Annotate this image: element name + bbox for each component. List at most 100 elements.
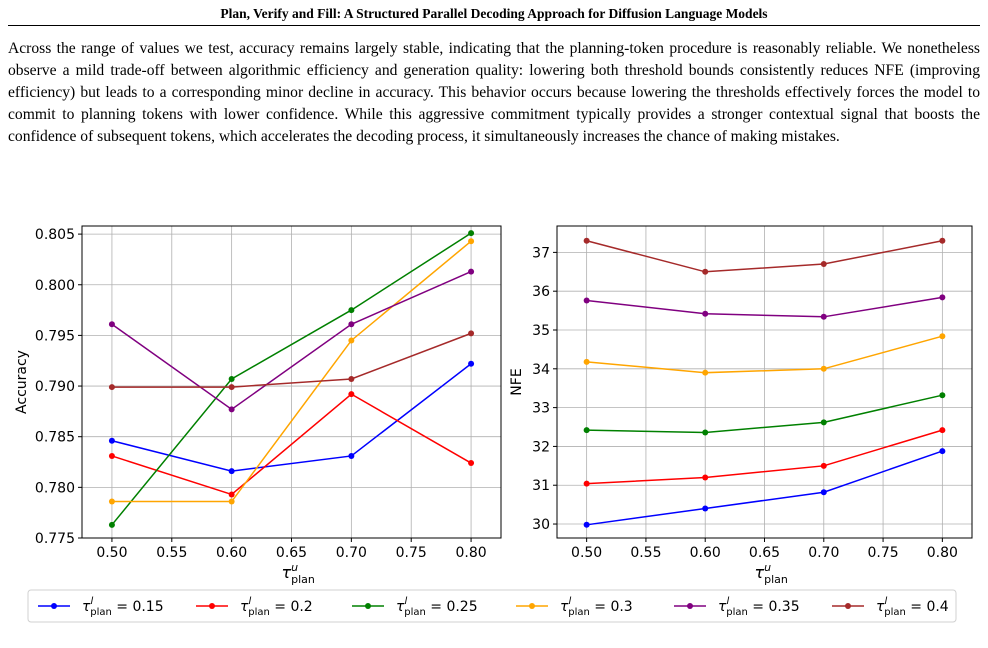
chart-1-series-4-point-2	[228, 498, 235, 505]
chart-1-series-6-point-3	[348, 375, 355, 382]
legend-entry-5-marker	[687, 603, 693, 609]
chart-1-ytick-label-5: 0.800	[35, 278, 75, 294]
chart-1-series-3-line	[111, 232, 472, 526]
legend-entry-4-value: = 0.3	[590, 599, 633, 615]
chart-1-series-1-point-2	[228, 468, 235, 475]
chart-2-series-4-point-4	[939, 333, 946, 340]
chart-2-series-5-line	[586, 296, 943, 318]
chart-1-series-4-line	[111, 240, 472, 503]
chart-1-ylabel: Accuracy	[14, 350, 30, 414]
legend-entry-1-symbol: τ	[82, 599, 91, 615]
legend-entry-4-sub: plan	[568, 607, 590, 618]
chart-1-series-6-point-2	[228, 384, 235, 391]
chart-2-xtick-label-3: 0.65	[749, 545, 780, 561]
chart-1: 0.50 0.55 0.60 0.65 0.70 0.75 0.80 0.775 0.780 0.…	[14, 225, 502, 586]
legend-entry-6-sub: plan	[884, 607, 906, 618]
body-paragraph: Across the range of values we test, accu…	[8, 40, 980, 145]
chart-1-series-3-point-2	[228, 375, 235, 382]
chart-2-series-2-point-1	[583, 480, 590, 487]
chart-2-series-3-point-4	[939, 392, 946, 399]
chart-2-ytick-label-2: 32	[532, 439, 550, 455]
chart-1-series-5-point-1	[108, 321, 115, 328]
chart-1-xlabel: τu plan	[282, 561, 315, 586]
chart-1-series-2-point-2	[228, 491, 235, 498]
chart-2-xlabel: τu plan	[755, 561, 788, 586]
legend-entry-3-sup: l	[404, 596, 407, 607]
legend-entry-6-marker	[845, 603, 851, 609]
chart-2-series-1-point-4	[939, 448, 946, 455]
chart-1-ytick-label-0: 0.775	[35, 531, 75, 547]
legend-entry-1-value: = 0.15	[112, 599, 164, 615]
legend-entry-4-marker	[529, 603, 535, 609]
legend-entry-2-marker	[209, 603, 215, 609]
chart-2-series-3-point-3	[820, 419, 827, 426]
chart-2-series-1-point-2	[702, 505, 709, 512]
chart-1-series-2-point-1	[108, 452, 115, 459]
chart-1-xlabel-symbol: τ	[282, 563, 292, 582]
chart-2-series-3-line	[586, 394, 943, 434]
chart-2-xlabel-sup: u	[764, 561, 771, 574]
chart-1-xtick-label-2: 0.60	[216, 545, 247, 561]
chart-2-series-2-point-4	[939, 427, 946, 434]
chart-1-series-2-line	[111, 393, 472, 496]
chart-2-ytick-label-6: 36	[532, 284, 550, 300]
legend: τl plan = 0.15 τl plan = 0.2 τl plan = 0.25 τl…	[27, 589, 957, 623]
chart-1-series-4-point-4	[468, 238, 475, 245]
legend-entry-2-label: τl plan = 0.2	[240, 596, 313, 618]
chart-2-ytick-label-4: 34	[532, 362, 550, 378]
legend-entry-5-sup: l	[726, 596, 729, 607]
legend-entry-5-label: τl plan = 0.35	[718, 596, 800, 618]
chart-2-xtick-label-0: 0.50	[571, 545, 602, 561]
chart-2-series-6-point-4	[939, 237, 946, 244]
chart-1-xtick-label-5: 0.75	[396, 545, 427, 561]
chart-1-ytick-label-3: 0.790	[35, 379, 75, 395]
chart-1-series-3-point-1	[108, 521, 115, 528]
chart-1-series-4-point-1	[108, 498, 115, 505]
chart-1-xtick-label-6: 0.80	[455, 545, 486, 561]
legend-entry-4-label: τl plan = 0.3	[560, 596, 633, 618]
chart-2-series-6-line	[586, 240, 943, 273]
chart-1-series-1-point-3	[348, 452, 355, 459]
chart-2-series-6-point-1	[583, 237, 590, 244]
chart-2-series-5-point-2	[702, 310, 709, 317]
chart-2-series-4-point-2	[702, 369, 709, 376]
chart-2-ytick-label-0: 30	[532, 517, 550, 533]
chart-2-series-3-point-1	[583, 427, 590, 434]
chart-1-ytick-label-6: 0.805	[35, 227, 75, 243]
chart-2-series-3-point-2	[702, 429, 709, 436]
chart-1-series-6-point-4	[468, 330, 475, 337]
chart-2-series-2-point-3	[820, 462, 827, 469]
legend-entry-3-symbol: τ	[396, 599, 405, 615]
legend-entry-6-symbol: τ	[876, 599, 885, 615]
legend-entry-1-sup: l	[90, 596, 93, 607]
chart-1-xtick-label-0: 0.50	[96, 545, 127, 561]
legend-entry-5-symbol: τ	[718, 599, 727, 615]
legend-entry-1-label: τl plan = 0.15	[82, 596, 164, 618]
chart-2-series-2-line	[586, 429, 943, 485]
legend-entry-3-label: τl plan = 0.25	[396, 596, 478, 618]
chart-2-xtick-label-5: 0.75	[867, 545, 898, 561]
chart-2-series-2-point-2	[702, 474, 709, 481]
chart-2-series-5-point-1	[583, 297, 590, 304]
legend-entry-3-sub: plan	[404, 607, 426, 618]
chart-1-series-6-point-1	[108, 384, 115, 391]
chart-1-series-3-point-4	[468, 230, 475, 237]
chart-1-series-4-point-3	[348, 337, 355, 344]
legend-entry-2-sup: l	[248, 596, 251, 607]
chart-2-ytick-label-3: 33	[532, 401, 550, 417]
chart-1-series-2-point-4	[468, 460, 475, 467]
chart-2-series-5-point-4	[939, 294, 946, 301]
chart-2-xtick-label-6: 0.80	[927, 545, 958, 561]
chart-2-xtick-label-2: 0.60	[690, 545, 721, 561]
chart-1-xlabel-sup: u	[291, 561, 298, 574]
chart-1-series-3-point-3	[348, 307, 355, 314]
chart-1-series-6-line	[111, 332, 472, 388]
legend-entry-1-marker	[51, 603, 57, 609]
legend-entry-4-symbol: τ	[560, 599, 569, 615]
legend-entry-5-sub: plan	[726, 607, 748, 618]
legend-entry-2-sub: plan	[248, 607, 270, 618]
paper-running-title: Plan, Verify and Fill: A Structured Para…	[220, 6, 768, 21]
chart-2-series-1-point-3	[820, 489, 827, 496]
chart-2-ytick-label-1: 31	[532, 478, 550, 494]
